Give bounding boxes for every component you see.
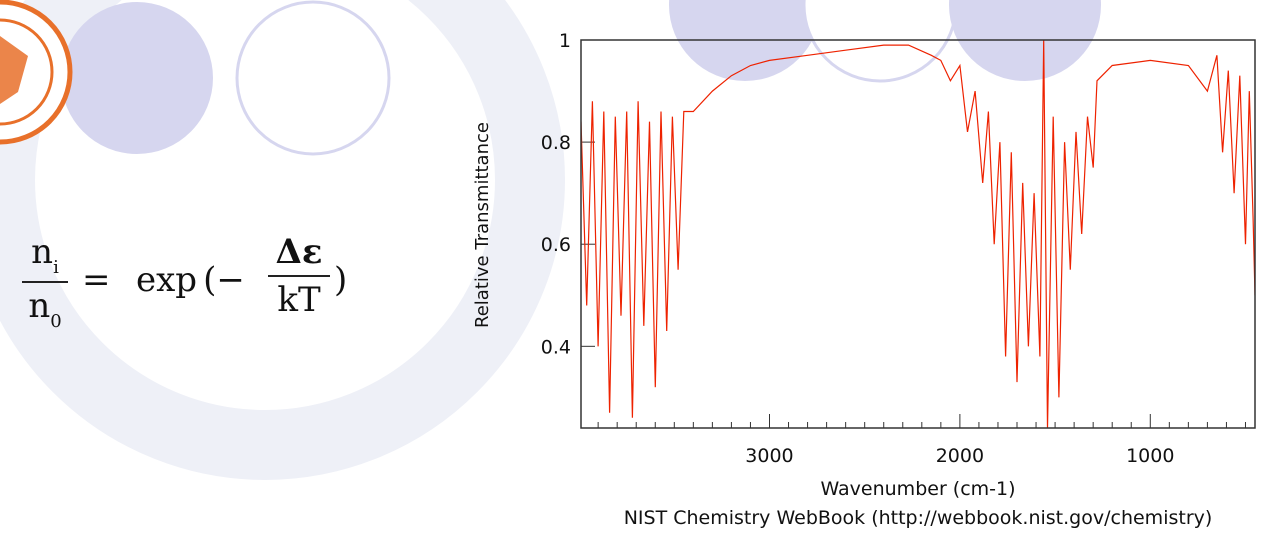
- ir-spectrum-chart: Relative Transmittance 0.4 0.6 0.8 1 3000 20…: [472, 30, 1256, 529]
- x-tick-label: 3000: [745, 445, 793, 467]
- y-axis-label: Relative Transmittance: [472, 122, 493, 328]
- transmittance-line: [581, 40, 1255, 428]
- plot-frame: [580, 39, 1256, 429]
- close-paren: ): [334, 260, 348, 300]
- decor-circle-filled: [61, 2, 213, 154]
- ratio-denominator: n0: [28, 286, 62, 332]
- exp-function: exp (−: [136, 260, 245, 300]
- exponent-denominator: kT: [277, 280, 321, 320]
- background-ring: [0, 0, 565, 480]
- y-tick-label: 1: [559, 30, 571, 52]
- x-tick-label: 2000: [936, 445, 984, 467]
- university-seal-logo: [0, 0, 73, 145]
- y-tick-label: 0.8: [541, 132, 571, 154]
- y-tick-label: 0.6: [541, 234, 571, 256]
- x-axis-label: Wavenumber (cm-1): [820, 478, 1015, 500]
- source-credit: NIST Chemistry WebBook (http://webbook.n…: [624, 507, 1213, 529]
- decor-circle-outline: [235, 0, 391, 156]
- ratio-numerator: ni: [31, 232, 59, 278]
- fraction-bar: [22, 281, 68, 283]
- x-tick-label: 1000: [1126, 445, 1174, 467]
- y-axis-ticks: 0.4 0.6 0.8 1: [541, 30, 595, 358]
- exponent-fraction: Δε kT: [268, 232, 330, 320]
- equals-sign: =: [82, 260, 111, 300]
- y-tick-label: 0.4: [541, 336, 571, 358]
- population-ratio-fraction: ni n0: [22, 232, 68, 332]
- exponent-numerator: Δε: [275, 232, 323, 272]
- fraction-bar: [268, 275, 330, 277]
- x-axis-ticks: 3000 2000 1000: [597, 414, 1246, 467]
